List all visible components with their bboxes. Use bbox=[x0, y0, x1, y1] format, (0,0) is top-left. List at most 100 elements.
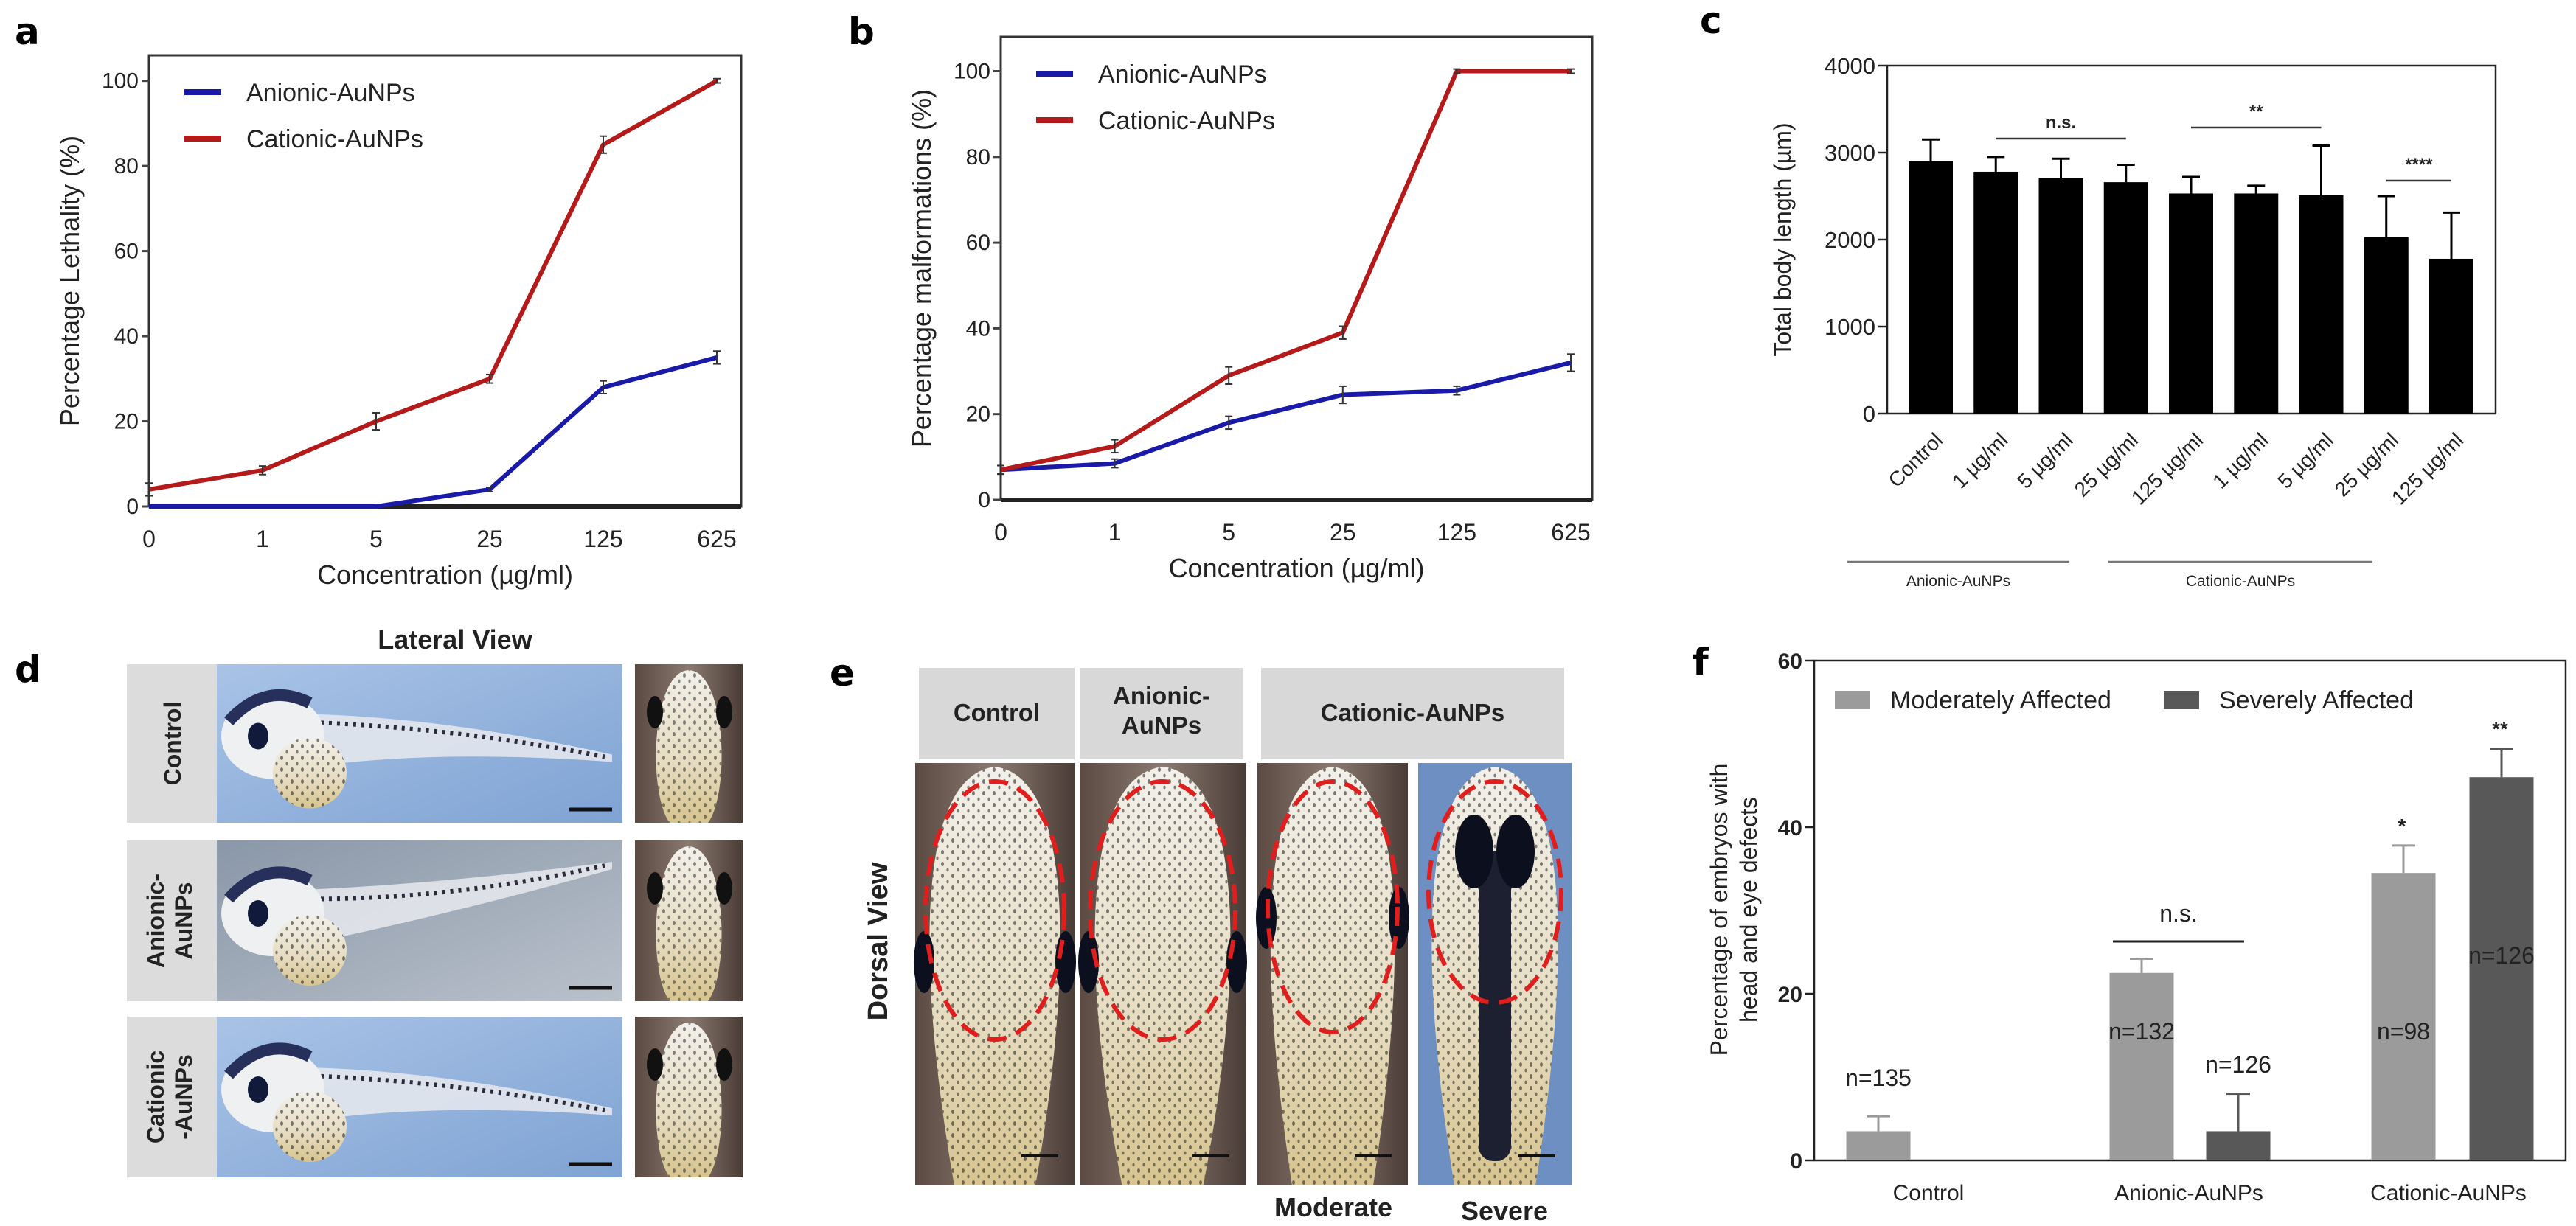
x-tick-label: 25 bbox=[476, 526, 503, 552]
row-label-box bbox=[127, 840, 217, 1001]
column-header-box bbox=[919, 668, 1075, 759]
yolk-spots bbox=[273, 1091, 347, 1162]
embryo-tail bbox=[258, 714, 612, 773]
series-line-anionic-aunps bbox=[149, 355, 718, 509]
bar bbox=[2429, 258, 2473, 414]
embryo-spots bbox=[1270, 767, 1395, 1185]
y-tick-label: 80 bbox=[966, 145, 990, 170]
bar bbox=[2234, 193, 2279, 414]
y-axis-label-line: head and eye defects bbox=[1735, 797, 1762, 1023]
lateral-row: Anionic-AuNPs bbox=[127, 840, 743, 1001]
bar bbox=[1973, 171, 2018, 414]
column-header: Cationic-AuNPs bbox=[1321, 699, 1504, 726]
bar bbox=[2299, 195, 2344, 414]
row-label-box bbox=[127, 1017, 217, 1177]
y-tick-label: 3000 bbox=[1825, 140, 1875, 166]
eye bbox=[1455, 815, 1493, 888]
plot-frame bbox=[1886, 64, 2497, 415]
y-tick-label: 0 bbox=[1863, 401, 1875, 427]
legend-label: Anionic-AuNPs bbox=[246, 79, 415, 107]
y-tick-label: 0 bbox=[978, 488, 990, 512]
plot-frame bbox=[999, 35, 1594, 501]
thumbnail-eye bbox=[716, 1048, 732, 1081]
embryo-eye bbox=[248, 1076, 268, 1103]
legend-label: Severely Affected bbox=[2219, 686, 2414, 714]
y-tick-label: 20 bbox=[114, 410, 139, 434]
moderate-label: Moderate bbox=[1274, 1192, 1392, 1222]
row-label: Control bbox=[159, 702, 186, 786]
dorsal-embryo-photo bbox=[1078, 763, 1247, 1185]
y-axis-label: Percentage malformations (%) bbox=[906, 89, 937, 447]
column-header-line: AuNPs bbox=[1122, 711, 1201, 739]
significance-star: ** bbox=[2492, 717, 2508, 740]
x-tick-label: 1 bbox=[1108, 519, 1122, 546]
dark-pigment-stripe bbox=[1479, 851, 1511, 1161]
x-tick-label: Cationic-AuNPs bbox=[2370, 1181, 2527, 1205]
embryo-tail bbox=[258, 862, 612, 950]
panel-letter-a: a bbox=[15, 10, 40, 53]
series-line-anionic-aunps bbox=[1000, 361, 1572, 473]
embryo-eye bbox=[248, 722, 268, 750]
significance-label: n.s. bbox=[2159, 900, 2198, 927]
legend-label: Cationic-AuNPs bbox=[246, 125, 423, 153]
group-label: Anionic-AuNPs bbox=[1906, 573, 2010, 590]
x-tick-label: 5 µg/ml bbox=[2013, 428, 2077, 492]
bar bbox=[2364, 237, 2409, 414]
x-tick-label: Control bbox=[1893, 1181, 1965, 1205]
column-header-box bbox=[1261, 668, 1564, 759]
y-tick-label: 4000 bbox=[1825, 53, 1875, 79]
y-tick-label: 100 bbox=[954, 60, 990, 84]
x-tick-label: 1 µg/ml bbox=[1948, 428, 2012, 492]
y-tick-label: 40 bbox=[966, 316, 990, 341]
row-label-box bbox=[127, 664, 217, 823]
column-header: Control bbox=[954, 699, 1040, 726]
y-tick-label: 40 bbox=[114, 324, 139, 349]
panel-letter-d: d bbox=[15, 648, 41, 691]
x-tick-label: 0 bbox=[994, 519, 1007, 546]
x-tick-label: 5 bbox=[369, 526, 383, 552]
x-tick-label: 25 bbox=[1330, 519, 1356, 546]
y-axis-label-line: Percentage of embryos with bbox=[1706, 764, 1732, 1056]
n-label: n=132 bbox=[2108, 1018, 2175, 1045]
head-region-dashed-ellipse bbox=[1426, 779, 1563, 1005]
x-tick-label: 625 bbox=[697, 526, 736, 552]
row-label: Anionic-AuNPs bbox=[142, 874, 197, 968]
n-label: n=126 bbox=[2205, 1051, 2271, 1078]
dorsal-embryo-photo bbox=[914, 763, 1076, 1185]
significance-label: ** bbox=[2249, 102, 2263, 122]
row-label-line: Control bbox=[159, 702, 186, 786]
thumbnail-spots bbox=[656, 846, 722, 1001]
dorsal-embryo-photo bbox=[1418, 763, 1572, 1185]
x-tick-label: 1 µg/ml bbox=[2208, 428, 2272, 492]
head-pigment bbox=[224, 689, 313, 725]
chart-a-lethality: 0 20 40 60 80 100 0 1 5 25 125 625 Concentration (µg… bbox=[55, 54, 743, 590]
column-header-line: Cationic-AuNPs bbox=[1321, 699, 1504, 726]
y-axis-label: Percentage Lethality (%) bbox=[55, 136, 85, 426]
y-tick-label: 80 bbox=[114, 154, 139, 178]
panel-e-dorsal-view: Dorsal View Control Anionic-AuNPs Cationic… bbox=[863, 668, 1572, 1226]
eye bbox=[1496, 815, 1535, 888]
plot-frame bbox=[147, 54, 743, 508]
column-header-box bbox=[1080, 668, 1243, 759]
severe-label: Severe bbox=[1461, 1196, 1548, 1226]
eye bbox=[1055, 931, 1076, 993]
column-header: Anionic-AuNPs bbox=[1113, 682, 1210, 739]
row-label-line: Cationic bbox=[142, 1051, 169, 1143]
x-tick-label: 125 µg/ml bbox=[2387, 428, 2468, 509]
y-tick-label: 60 bbox=[114, 240, 139, 264]
n-label: n=126 bbox=[2468, 942, 2535, 969]
x-tick-label: Anionic-AuNPs bbox=[2114, 1181, 2263, 1205]
embryo-pigment bbox=[280, 1073, 605, 1112]
y-tick-label: 0 bbox=[1790, 1149, 1802, 1174]
row-label-line: Anionic- bbox=[142, 874, 169, 968]
significance-label: n.s. bbox=[2046, 113, 2076, 133]
lateral-view-title: Lateral View bbox=[378, 624, 532, 655]
row-label: Cationic-AuNPs bbox=[142, 1051, 197, 1143]
legend-swatch bbox=[1835, 691, 1870, 709]
chart-b-malformations: 0 20 40 60 80 100 0 1 5 25 125 625 Concentration (µg… bbox=[906, 35, 1594, 583]
panel-letter-c: c bbox=[1700, 0, 1722, 42]
bar-moderately-affected bbox=[2371, 873, 2436, 1160]
panel-d-lateral-view: Lateral View Control Anionic-AuNPs Cationi… bbox=[127, 624, 743, 1177]
y-tick-label: 0 bbox=[126, 495, 139, 519]
y-tick-label: 100 bbox=[102, 69, 139, 94]
